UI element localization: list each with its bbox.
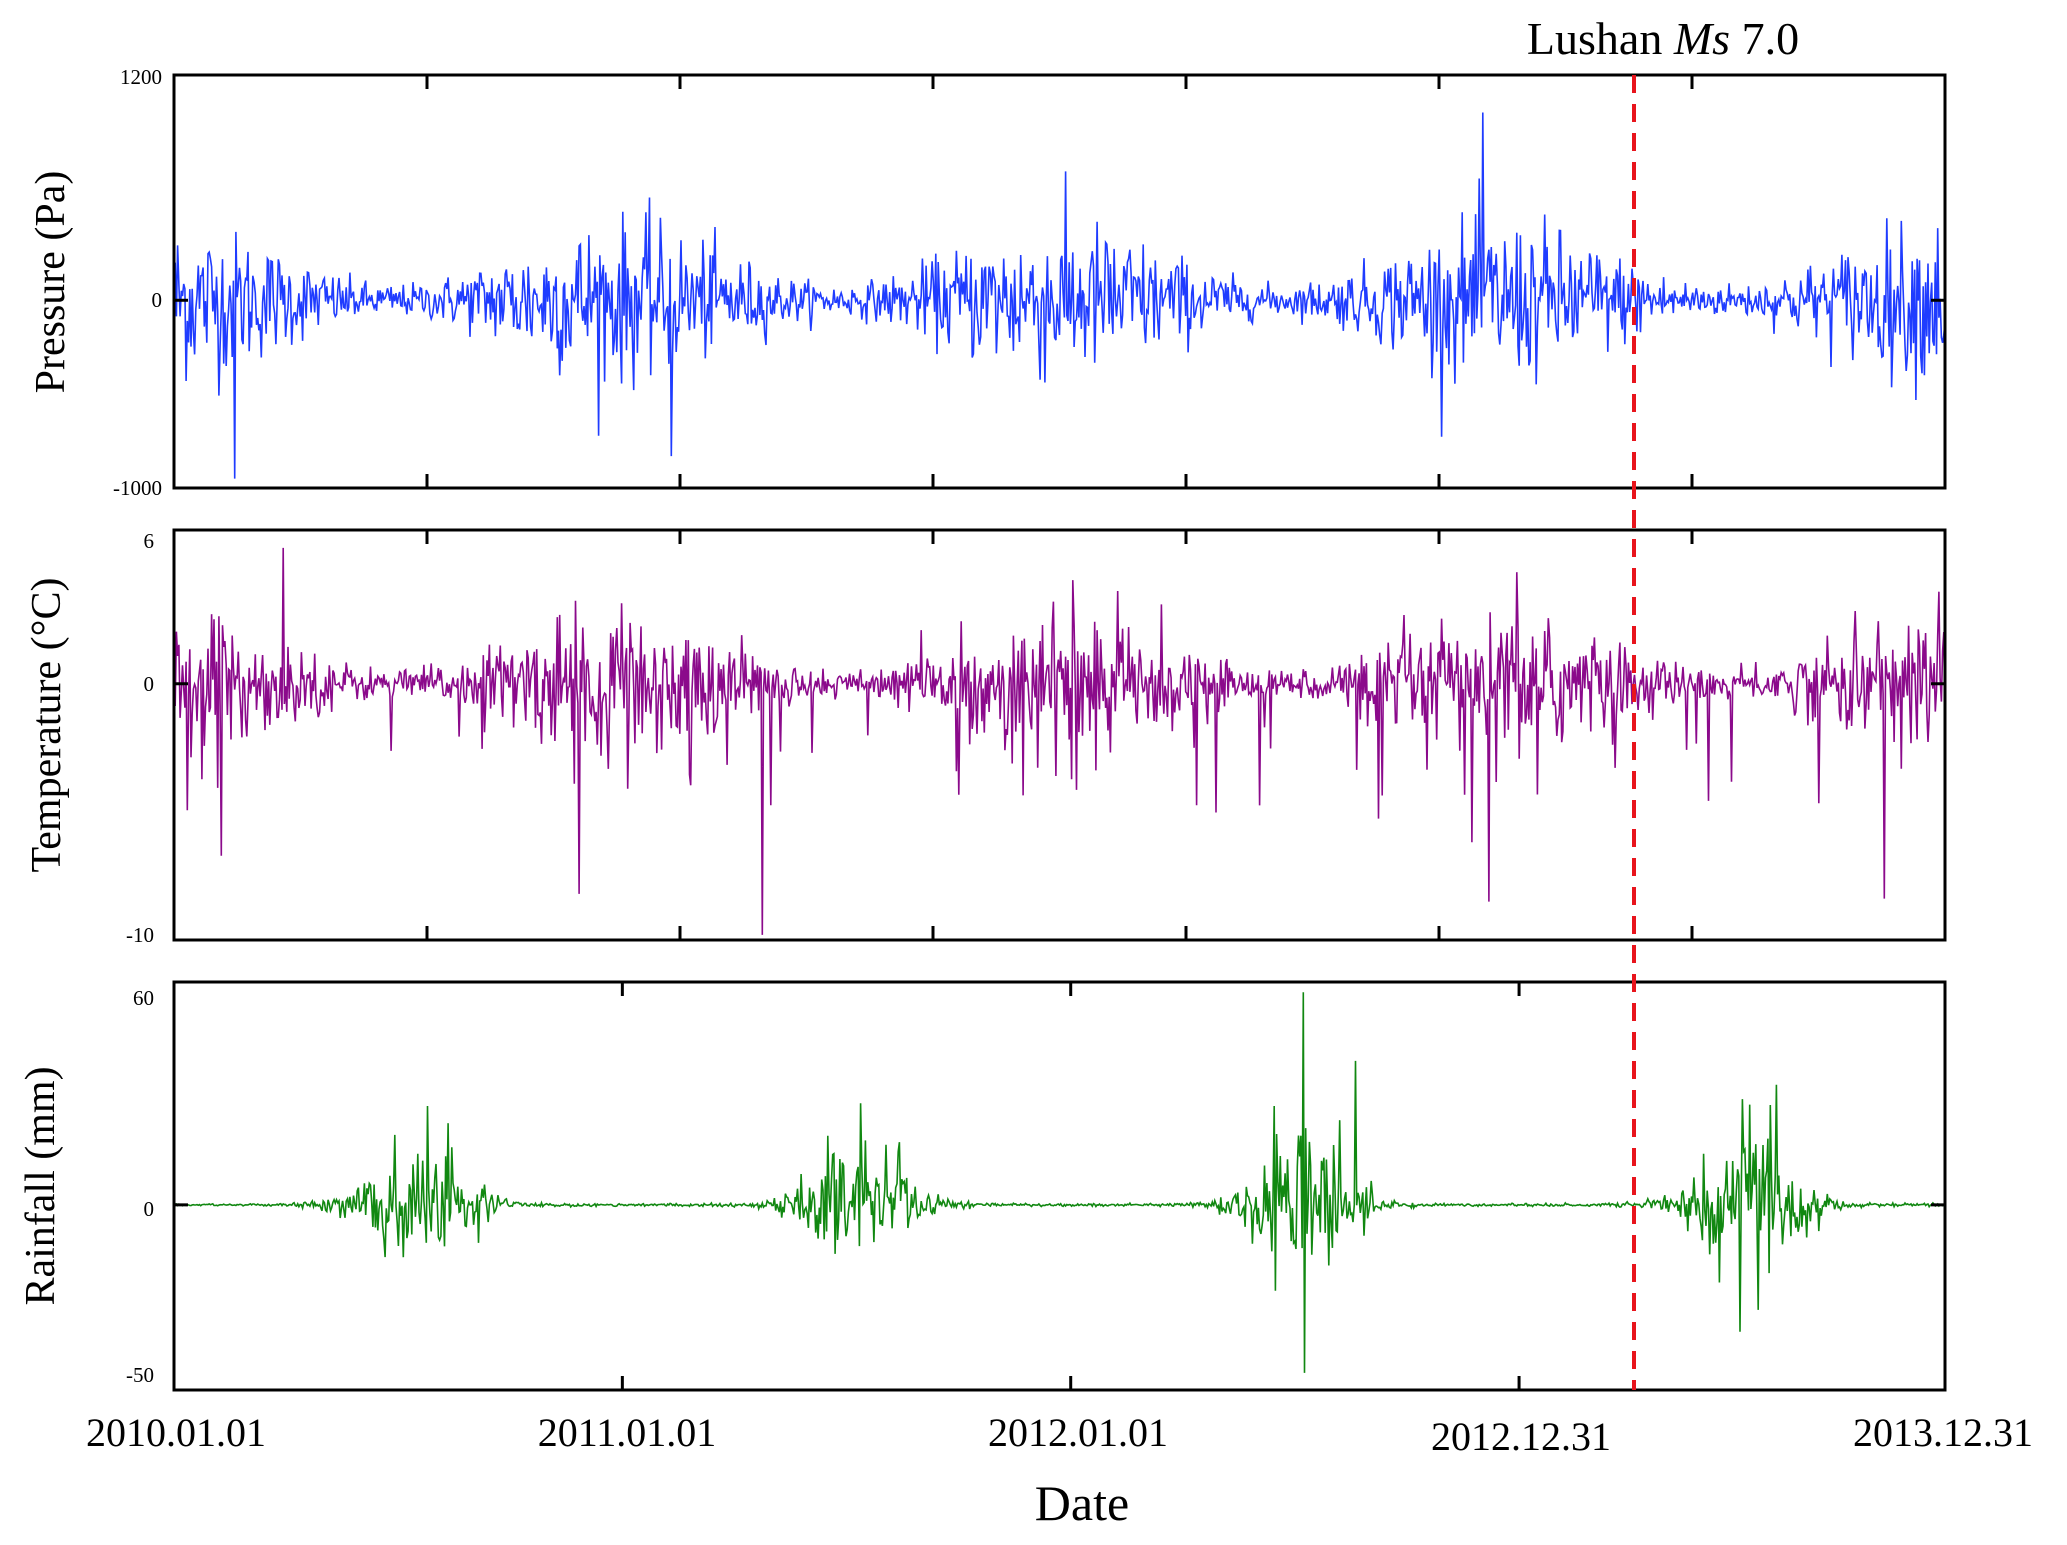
plot-frame <box>172 73 1947 490</box>
ytick-pressure-zero: 0 <box>152 288 163 312</box>
series-line-1 <box>173 547 1946 935</box>
ytick-pressure-top: 1200 <box>120 65 162 89</box>
ylabel-pressure: Pressure (Pa) <box>28 171 74 394</box>
plot-frame <box>172 980 1947 1392</box>
xtick-label: 2011.01.01 <box>538 1410 717 1455</box>
xtick-label: 2010.01.01 <box>86 1410 266 1455</box>
event-label: Lushan Ms 7.0 <box>1527 13 1799 64</box>
plot-frame <box>172 528 1947 942</box>
ytick-temp-bottom: -10 <box>126 923 154 947</box>
ytick-temp-zero: 0 <box>144 672 155 696</box>
series-line-2 <box>173 992 1946 1373</box>
ytick-temp-top: 6 <box>144 529 155 553</box>
ytick-rain-top: 60 <box>133 986 154 1010</box>
series-line-0 <box>173 112 1946 479</box>
xtick-label: 2012.01.01 <box>988 1410 1168 1455</box>
ytick-rain-zero: 0 <box>144 1197 155 1221</box>
ylabel-rainfall: Rainfall (mm) <box>18 1066 64 1305</box>
ytick-pressure-bottom: -1000 <box>113 476 162 500</box>
ytick-rain-bottom: -50 <box>126 1363 154 1387</box>
xtick-label: 2013.12.31 <box>1853 1410 2033 1455</box>
xlabel: Date <box>1035 1475 1129 1531</box>
xtick-label: 2012.12.31 <box>1431 1414 1611 1459</box>
ylabel-temperature: Temperature (°C) <box>24 578 70 873</box>
